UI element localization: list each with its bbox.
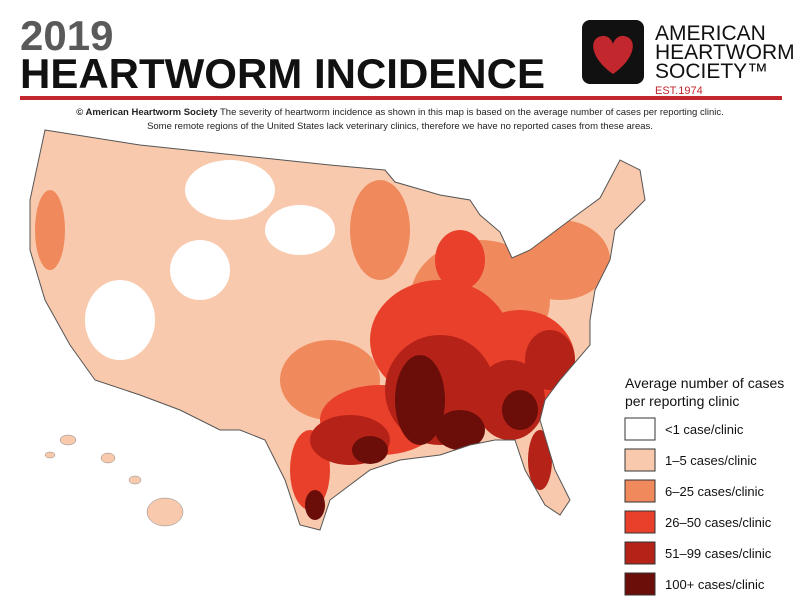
- legend-title: per reporting clinic: [625, 393, 739, 409]
- logo-est: EST.1974: [655, 85, 703, 97]
- us-outline: [29, 129, 646, 531]
- caption-text: The severity of heartworm incidence as s…: [220, 107, 724, 118]
- region: [350, 180, 410, 280]
- island: [44, 451, 56, 459]
- legend-label: <1 case/clinic: [665, 422, 744, 437]
- region: [395, 355, 445, 445]
- legend-label: 1–5 cases/clinic: [665, 453, 757, 468]
- logo-heart: [593, 35, 633, 74]
- legend-swatch: [624, 572, 656, 596]
- island: [100, 452, 116, 464]
- caption: © American Heartworm Society The severit…: [76, 107, 724, 118]
- region: [528, 430, 552, 490]
- region: [435, 410, 485, 450]
- legend-label: 26–50 cases/clinic: [665, 515, 772, 530]
- region: [502, 390, 538, 430]
- island: [128, 475, 142, 485]
- legend: Average number of cases per reporting cl…: [624, 375, 784, 596]
- region: [525, 330, 575, 390]
- caption-text: Some remote regions of the United States…: [147, 121, 653, 132]
- legend-title: Average number of cases: [625, 375, 784, 391]
- map: [30, 130, 645, 530]
- island: [146, 497, 184, 527]
- rule: [20, 96, 782, 100]
- title: HEARTWORM INCIDENCE: [20, 50, 545, 97]
- region: [185, 160, 275, 220]
- region: [435, 230, 485, 290]
- legend-label: 51–99 cases/clinic: [665, 546, 772, 561]
- region: [510, 220, 610, 300]
- logo-text: SOCIETY™: [655, 60, 768, 83]
- island: [59, 434, 77, 446]
- region: [170, 240, 230, 300]
- legend-swatch: [624, 510, 656, 534]
- legend-swatch: [624, 479, 656, 503]
- logo-text: HEARTWORM: [655, 41, 795, 64]
- legend-swatch: [624, 417, 656, 441]
- legend-label: 6–25 cases/clinic: [665, 484, 764, 499]
- legend-label: 100+ cases/clinic: [665, 577, 765, 592]
- year: 2019: [20, 12, 113, 59]
- region: [265, 205, 335, 255]
- region: [85, 280, 155, 360]
- islands: [44, 434, 184, 527]
- logo-text: AMERICAN: [655, 22, 766, 45]
- region: [352, 436, 388, 464]
- region: [305, 490, 325, 520]
- region: [35, 190, 65, 270]
- legend-swatch: [624, 448, 656, 472]
- caption-source: © American Heartworm Society: [76, 107, 218, 118]
- legend-swatch: [624, 541, 656, 565]
